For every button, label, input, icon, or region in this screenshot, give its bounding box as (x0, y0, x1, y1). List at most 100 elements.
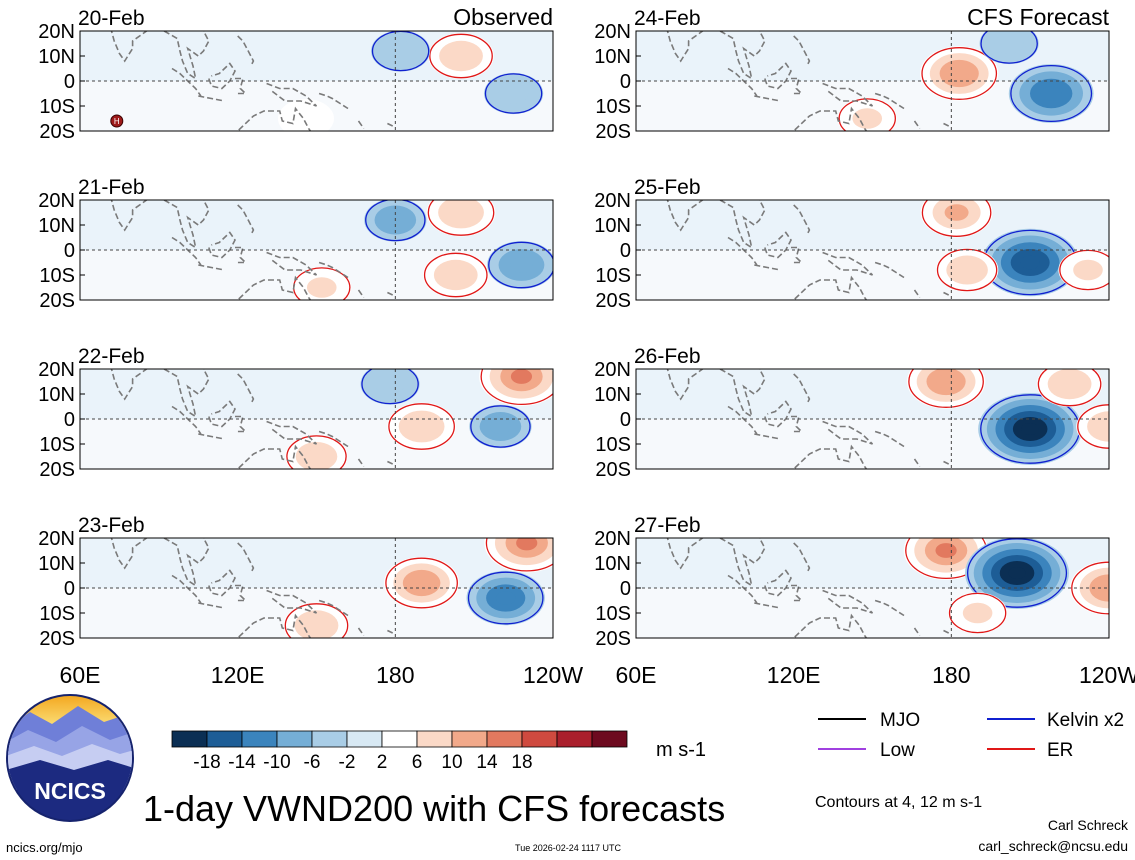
coastline (387, 122, 394, 127)
wind-contour-fill (444, 267, 467, 283)
coastline (235, 584, 248, 602)
bg-band (80, 558, 553, 568)
wind-contour-fill (412, 576, 432, 590)
bg-band (636, 558, 1109, 568)
lat-tick-label: 10S (595, 434, 631, 456)
coastline (913, 120, 921, 129)
wave-contour-line (365, 200, 426, 242)
colorbar-swatch (346, 730, 383, 748)
lat-tick-label: 20N (38, 528, 75, 550)
colorbar-swatch (591, 730, 628, 748)
footer-timestamp: Tue 2026-02-24 1117 UTC (515, 843, 621, 853)
coastline (357, 289, 365, 298)
bg-band (80, 91, 553, 101)
bg-band (80, 260, 553, 270)
coastline (791, 106, 868, 131)
lat-tick-label: 20S (39, 121, 75, 143)
coastline (913, 627, 921, 636)
lat-tick-label: 10N (594, 384, 631, 406)
coastline (237, 542, 255, 574)
coastline (822, 589, 874, 614)
bg-band (636, 538, 1109, 548)
coastline (208, 569, 236, 597)
lat-tick-label: 0 (64, 578, 75, 600)
coastline (764, 569, 792, 597)
wind-contour-fill (410, 418, 434, 435)
coastline (727, 67, 758, 97)
panel-date-label: 25-Feb (634, 176, 701, 199)
coastline (943, 460, 950, 465)
bg-band (80, 419, 553, 429)
colorbar-swatch (171, 730, 208, 748)
lat-tick-label: 10N (594, 553, 631, 575)
colorbar-swatch (206, 730, 243, 748)
wind-contour-fill (1040, 86, 1062, 101)
coastline (387, 629, 394, 634)
coastline (357, 120, 365, 129)
colorbar-tick-label: 10 (441, 752, 462, 773)
bg-band (80, 71, 553, 81)
bg-band (636, 379, 1109, 389)
colorbar-swatch (241, 730, 278, 748)
bg-band (636, 369, 1109, 379)
lat-tick-label: 0 (620, 71, 631, 93)
bg-band (636, 240, 1109, 250)
bg-band (80, 210, 553, 220)
lat-tick-label: 10N (594, 46, 631, 68)
bg-band (80, 61, 553, 71)
panel-20-Feb (80, 31, 553, 131)
wave-contour-line (980, 31, 1038, 64)
footer-author: Carl Schreck (1048, 817, 1129, 833)
bg-band (80, 548, 553, 558)
coastline (719, 538, 766, 588)
wind-contour-fill (510, 369, 533, 384)
coastline (874, 599, 905, 617)
coastline (874, 92, 905, 110)
panel-25-Feb (636, 200, 1109, 300)
bg-band (80, 200, 553, 210)
coastline (266, 420, 318, 445)
lon-tick-label: 120W (523, 662, 583, 688)
coastline (666, 538, 704, 570)
wind-contour-fill (949, 66, 970, 81)
bg-band (80, 568, 553, 578)
bg-band (80, 409, 553, 419)
lat-tick-label: 20N (38, 359, 75, 381)
panel-date-label: 23-Feb (78, 514, 145, 537)
coastline (198, 264, 225, 271)
coastline (266, 589, 318, 614)
colorbar-tick-label: 6 (412, 752, 423, 773)
wave-contour-line (286, 435, 347, 469)
coastline (793, 204, 811, 236)
wave-contour-line (838, 98, 896, 131)
wave-contour-line (429, 33, 493, 79)
colorbar-swatch (521, 730, 558, 748)
coastline (110, 538, 148, 570)
coastline (163, 31, 210, 81)
lat-tick-label: 10S (39, 434, 75, 456)
observed-title: Observed (453, 4, 553, 30)
bg-band (636, 81, 1109, 91)
bg-band (636, 230, 1109, 240)
wave-contour-line (467, 571, 544, 625)
coastline (719, 369, 766, 419)
coastline (237, 204, 255, 236)
lat-tick-label: 20N (594, 190, 631, 212)
lat-tick-label: 20S (595, 459, 631, 481)
bg-band (636, 598, 1109, 608)
colorbar-swatch (381, 730, 418, 748)
forecast-title: CFS Forecast (967, 4, 1109, 30)
contours-note: Contours at 4, 12 m s-1 (815, 794, 982, 811)
coastline (235, 613, 312, 638)
coastline (171, 405, 202, 435)
coastline (235, 444, 312, 469)
bg-band (636, 210, 1109, 220)
lat-tick-label: 0 (620, 240, 631, 262)
lat-tick-label: 20S (39, 628, 75, 650)
bg-band (636, 200, 1109, 210)
coastline (171, 574, 202, 604)
wave-contour-line (385, 557, 458, 609)
wind-contour-fill (994, 33, 1024, 54)
coastline (198, 95, 225, 102)
